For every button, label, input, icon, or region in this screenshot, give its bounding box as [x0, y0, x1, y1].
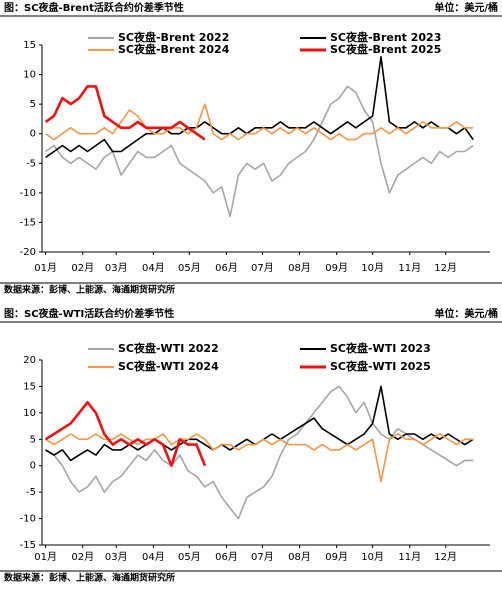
legend-label: SC夜盘-Brent 2023 — [330, 30, 441, 44]
legend-label: SC夜盘-Brent 2025 — [330, 42, 441, 56]
legend-label: SC夜盘-Brent 2024 — [118, 42, 230, 56]
x-tick-label: 07月 — [251, 551, 274, 563]
y-tick-label: 20 — [23, 355, 36, 366]
x-tick-label: 01月 — [34, 262, 57, 274]
x-tick-label: 11月 — [398, 551, 421, 563]
series-line — [45, 433, 474, 483]
x-tick-label: 02月 — [71, 551, 94, 563]
chart-title: 图：SC夜盘-WTI活跃合约价差季节性 — [4, 307, 174, 320]
x-tick-label: 03月 — [105, 262, 128, 274]
x-tick-label: 12月 — [434, 262, 457, 274]
series-line — [45, 385, 474, 520]
x-tick-label: 05月 — [178, 262, 201, 274]
legend-label: SC夜盘-WTI 2022 — [118, 341, 219, 355]
x-tick-label: 06月 — [215, 551, 238, 563]
x-tick-label: 06月 — [215, 262, 238, 274]
x-tick-label: 09月 — [325, 551, 348, 563]
x-tick-label: 10月 — [361, 551, 384, 563]
y-tick-label: -5 — [26, 158, 36, 169]
x-tick-label: 11月 — [398, 262, 421, 274]
y-tick-label: 5 — [30, 434, 36, 445]
source-note: 数据来源：彭博、上能源、海通期货研究所 — [4, 284, 175, 296]
y-tick-label: -15 — [20, 217, 36, 228]
x-tick-label: 01月 — [34, 551, 57, 563]
series-line — [45, 103, 474, 141]
y-tick-label: 0 — [30, 461, 36, 472]
legend-label: SC夜盘-Brent 2022 — [118, 30, 229, 44]
unit-label: 单位：美元/桶 — [434, 307, 498, 320]
legend-label: SC夜盘-WTI 2023 — [330, 341, 431, 355]
y-tick-label: 15 — [23, 381, 36, 392]
series-line — [44, 85, 206, 141]
y-tick-label: -10 — [20, 514, 36, 525]
series-line — [45, 56, 474, 159]
y-tick-label: -5 — [26, 487, 36, 498]
x-tick-label: 05月 — [178, 551, 201, 563]
y-tick-label: -10 — [20, 188, 36, 199]
y-tick-label: 0 — [30, 129, 36, 140]
x-tick-label: 04月 — [142, 551, 165, 563]
x-tick-label: 02月 — [71, 262, 94, 274]
unit-label: 单位：美元/桶 — [434, 1, 498, 14]
y-tick-label: 10 — [23, 408, 36, 419]
x-tick-label: 09月 — [325, 262, 348, 274]
x-tick-label: 08月 — [288, 262, 311, 274]
series-line — [45, 385, 474, 462]
x-tick-label: 04月 — [142, 262, 165, 274]
series-line — [45, 85, 474, 218]
x-tick-label: 03月 — [105, 551, 128, 563]
legend-label: SC夜盘-WTI 2025 — [330, 359, 431, 373]
legend-label: SC夜盘-WTI 2024 — [118, 359, 219, 373]
source-note: 数据来源：彭博、上能源、海通期货研究所 — [4, 572, 175, 584]
x-tick-label: 08月 — [288, 551, 311, 563]
y-tick-label: 5 — [30, 99, 36, 110]
y-tick-label: -20 — [20, 247, 36, 258]
series-line — [44, 401, 207, 467]
x-tick-label: 10月 — [361, 262, 384, 274]
x-tick-label: 12月 — [434, 551, 457, 563]
y-tick-label: 10 — [23, 70, 36, 81]
y-tick-label: 15 — [23, 40, 36, 51]
chart-title: 图：SC夜盘-Brent活跃合约价差季节性 — [4, 1, 184, 14]
y-tick-label: -15 — [20, 540, 36, 551]
x-tick-label: 07月 — [251, 262, 274, 274]
